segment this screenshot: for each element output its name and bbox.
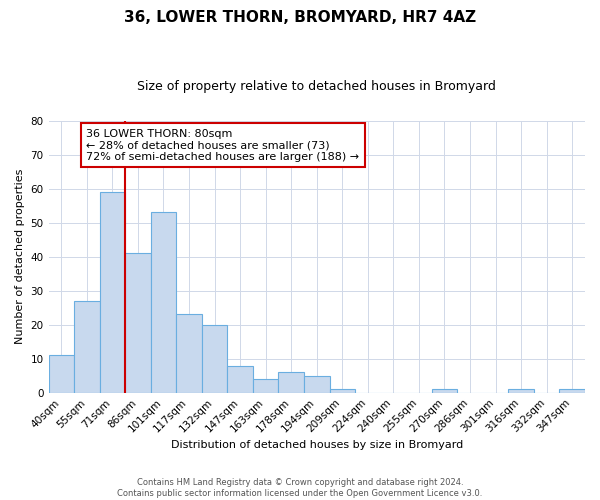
Bar [49, 356, 74, 393]
Bar [253, 379, 278, 392]
Bar [202, 324, 227, 392]
Bar [329, 390, 355, 392]
Text: 36 LOWER THORN: 80sqm
← 28% of detached houses are smaller (73)
72% of semi-deta: 36 LOWER THORN: 80sqm ← 28% of detached … [86, 128, 359, 162]
Bar [74, 301, 100, 392]
Bar [176, 314, 202, 392]
Y-axis label: Number of detached properties: Number of detached properties [15, 169, 25, 344]
Bar [508, 390, 534, 392]
X-axis label: Distribution of detached houses by size in Bromyard: Distribution of detached houses by size … [170, 440, 463, 450]
Bar [559, 390, 585, 392]
Bar [278, 372, 304, 392]
Bar [100, 192, 125, 392]
Bar [151, 212, 176, 392]
Bar [432, 390, 457, 392]
Bar [304, 376, 329, 392]
Text: 36, LOWER THORN, BROMYARD, HR7 4AZ: 36, LOWER THORN, BROMYARD, HR7 4AZ [124, 10, 476, 25]
Bar [125, 253, 151, 392]
Text: Contains HM Land Registry data © Crown copyright and database right 2024.
Contai: Contains HM Land Registry data © Crown c… [118, 478, 482, 498]
Title: Size of property relative to detached houses in Bromyard: Size of property relative to detached ho… [137, 80, 496, 93]
Bar [227, 366, 253, 392]
